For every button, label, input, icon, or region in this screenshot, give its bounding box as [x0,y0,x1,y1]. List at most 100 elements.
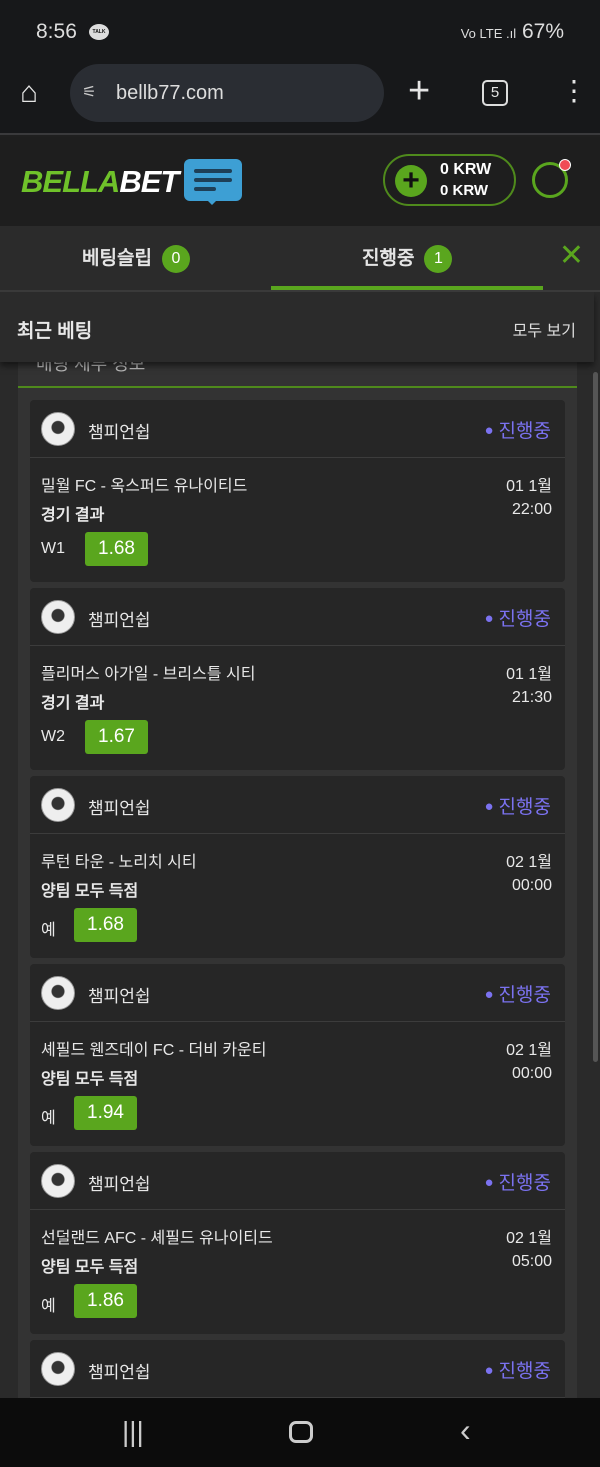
market-name: 양팀 모두 득점 [41,1259,139,1276]
battery-level: 67% [521,20,564,43]
bet-card[interactable]: 챔피언쉽 진행중 [30,1340,565,1398]
soccer-ball-icon [41,1352,75,1386]
tab-betslip[interactable]: 베팅슬립 0 [82,243,190,273]
recent-apps-icon[interactable]: ||| [122,1416,144,1447]
site-settings-icon[interactable]: ⚟ [82,84,97,101]
league-name: 챔피언쉽 [88,799,151,818]
match-time: 22:00 [511,501,552,518]
view-all-link[interactable]: 모두 보기 [512,323,576,340]
bet-card-header: 챔피언쉽 진행중 [30,1152,565,1210]
recent-bets-title: 최근 베팅 [17,321,93,342]
home-icon[interactable]: ⌂ [20,76,39,109]
match-time: 21:30 [511,689,552,706]
soccer-ball-icon [41,976,75,1010]
tab-in-progress[interactable]: 진행중 1 [362,243,453,273]
match-name: 플리머스 아가일 - 브리스틀 시티 [41,666,256,683]
status-bar: 8:56 TALK Vo LTE .ıl 67% [0,0,600,62]
clock: 8:56 [36,20,77,43]
menu-icon[interactable]: ⋮ [560,75,588,106]
match-date: 02 1월 [506,1042,552,1059]
odds-badge: 1.68 [85,532,148,566]
close-icon[interactable]: ✕ [558,239,584,272]
odds-badge: 1.94 [74,1096,137,1130]
soccer-ball-icon [41,600,75,634]
status-indicators: Vo LTE .ıl 67% [461,20,564,44]
league-name: 챔피언쉽 [88,423,151,442]
match-name: 밀월 FC - 옥스퍼드 유나이티드 [41,478,248,495]
new-tab-icon[interactable]: + [408,70,431,112]
in-progress-count-badge: 1 [424,244,453,273]
wallet-balance[interactable]: + 0 KRW 0 KRW [383,154,516,206]
odds-badge: 1.86 [74,1284,137,1318]
balance-bonus: 0 KRW [440,182,489,199]
market-name: 경기 결과 [41,507,105,524]
kakaotalk-icon: TALK [89,24,109,40]
notification-dot [559,159,571,171]
network-indicator: Vo LTE .ıl [460,26,517,41]
soccer-ball-icon [41,412,75,446]
home-button-icon[interactable] [289,1421,313,1443]
soccer-ball-icon [41,1164,75,1198]
status-badge: 진행중 [484,1168,551,1195]
betslip-tabs: 베팅슬립 0 진행중 1 ✕ [0,226,600,292]
scrollbar[interactable] [593,372,598,1062]
status-badge: 진행중 [484,604,551,631]
league-name: 챔피언쉽 [88,987,151,1006]
bet-card-header: 챔피언쉽 진행중 [30,776,565,834]
balance-main: 0 KRW [440,161,492,178]
market-name: 양팀 모두 득점 [41,883,139,900]
match-date: 02 1월 [506,1230,552,1247]
match-time: 00:00 [511,877,552,894]
market-name: 경기 결과 [41,695,105,712]
match-date: 02 1월 [506,854,552,871]
match-date: 01 1월 [506,666,552,683]
selection: W2 [41,728,65,745]
match-date: 01 1월 [506,478,552,495]
bet-card-header: 챔피언쉽 진행중 [30,1340,565,1398]
chat-icon[interactable] [184,159,242,205]
bet-card-header: 챔피언쉽 진행중 [30,400,565,458]
bets-panel: 최근 베팅 모두 보기 배팅 세부 정보 챔피언쉽진행중밀월 FC - 옥스퍼드… [0,292,600,1398]
tabs-button[interactable]: 5 [482,80,508,106]
selection: 예 [41,922,56,939]
bet-card-header: 챔피언쉽 진행중 [30,964,565,1022]
league-name: 챔피언쉽 [88,1175,151,1194]
selection: 예 [41,1110,56,1127]
address-bar[interactable]: ⚟ bellb77.com [70,64,384,122]
divider [18,386,577,388]
recent-bets-header: 최근 베팅 모두 보기 [0,292,594,362]
market-name: 양팀 모두 득점 [41,1071,139,1088]
league-name: 챔피언쉽 [88,1363,151,1382]
android-nav-bar: ||| ‹ [0,1398,600,1467]
odds-badge: 1.67 [85,720,148,754]
active-tab-indicator [271,286,543,290]
match-time: 00:00 [511,1065,552,1082]
user-avatar-icon[interactable] [532,159,571,198]
deposit-plus-icon[interactable]: + [395,165,427,197]
site-header: BELLABET + 0 KRW 0 KRW [0,137,600,226]
status-badge: 진행중 [484,980,551,1007]
bet-card-header: 챔피언쉽 진행중 [30,588,565,646]
soccer-ball-icon [41,788,75,822]
odds-badge: 1.68 [74,908,137,942]
match-name: 셰필드 웬즈데이 FC - 더비 카운티 [41,1042,267,1059]
match-time: 05:00 [511,1253,552,1270]
status-badge: 진행중 [484,792,551,819]
browser-toolbar: ⌂ ⚟ bellb77.com + 5 ⋮ [0,62,600,135]
match-name: 선덜랜드 AFC - 셰필드 유나이티드 [41,1230,273,1247]
selection: 예 [41,1298,56,1315]
betslip-count-badge: 0 [161,244,190,273]
status-badge: 진행중 [484,416,551,443]
back-icon[interactable]: ‹ [460,1412,471,1448]
selection: W1 [41,540,65,557]
url-text: bellb77.com [116,82,224,104]
match-name: 루턴 타운 - 노리치 시티 [41,854,197,871]
league-name: 챔피언쉽 [88,611,151,630]
bellabet-logo[interactable]: BELLABET [21,164,179,199]
status-badge: 진행중 [484,1356,551,1383]
